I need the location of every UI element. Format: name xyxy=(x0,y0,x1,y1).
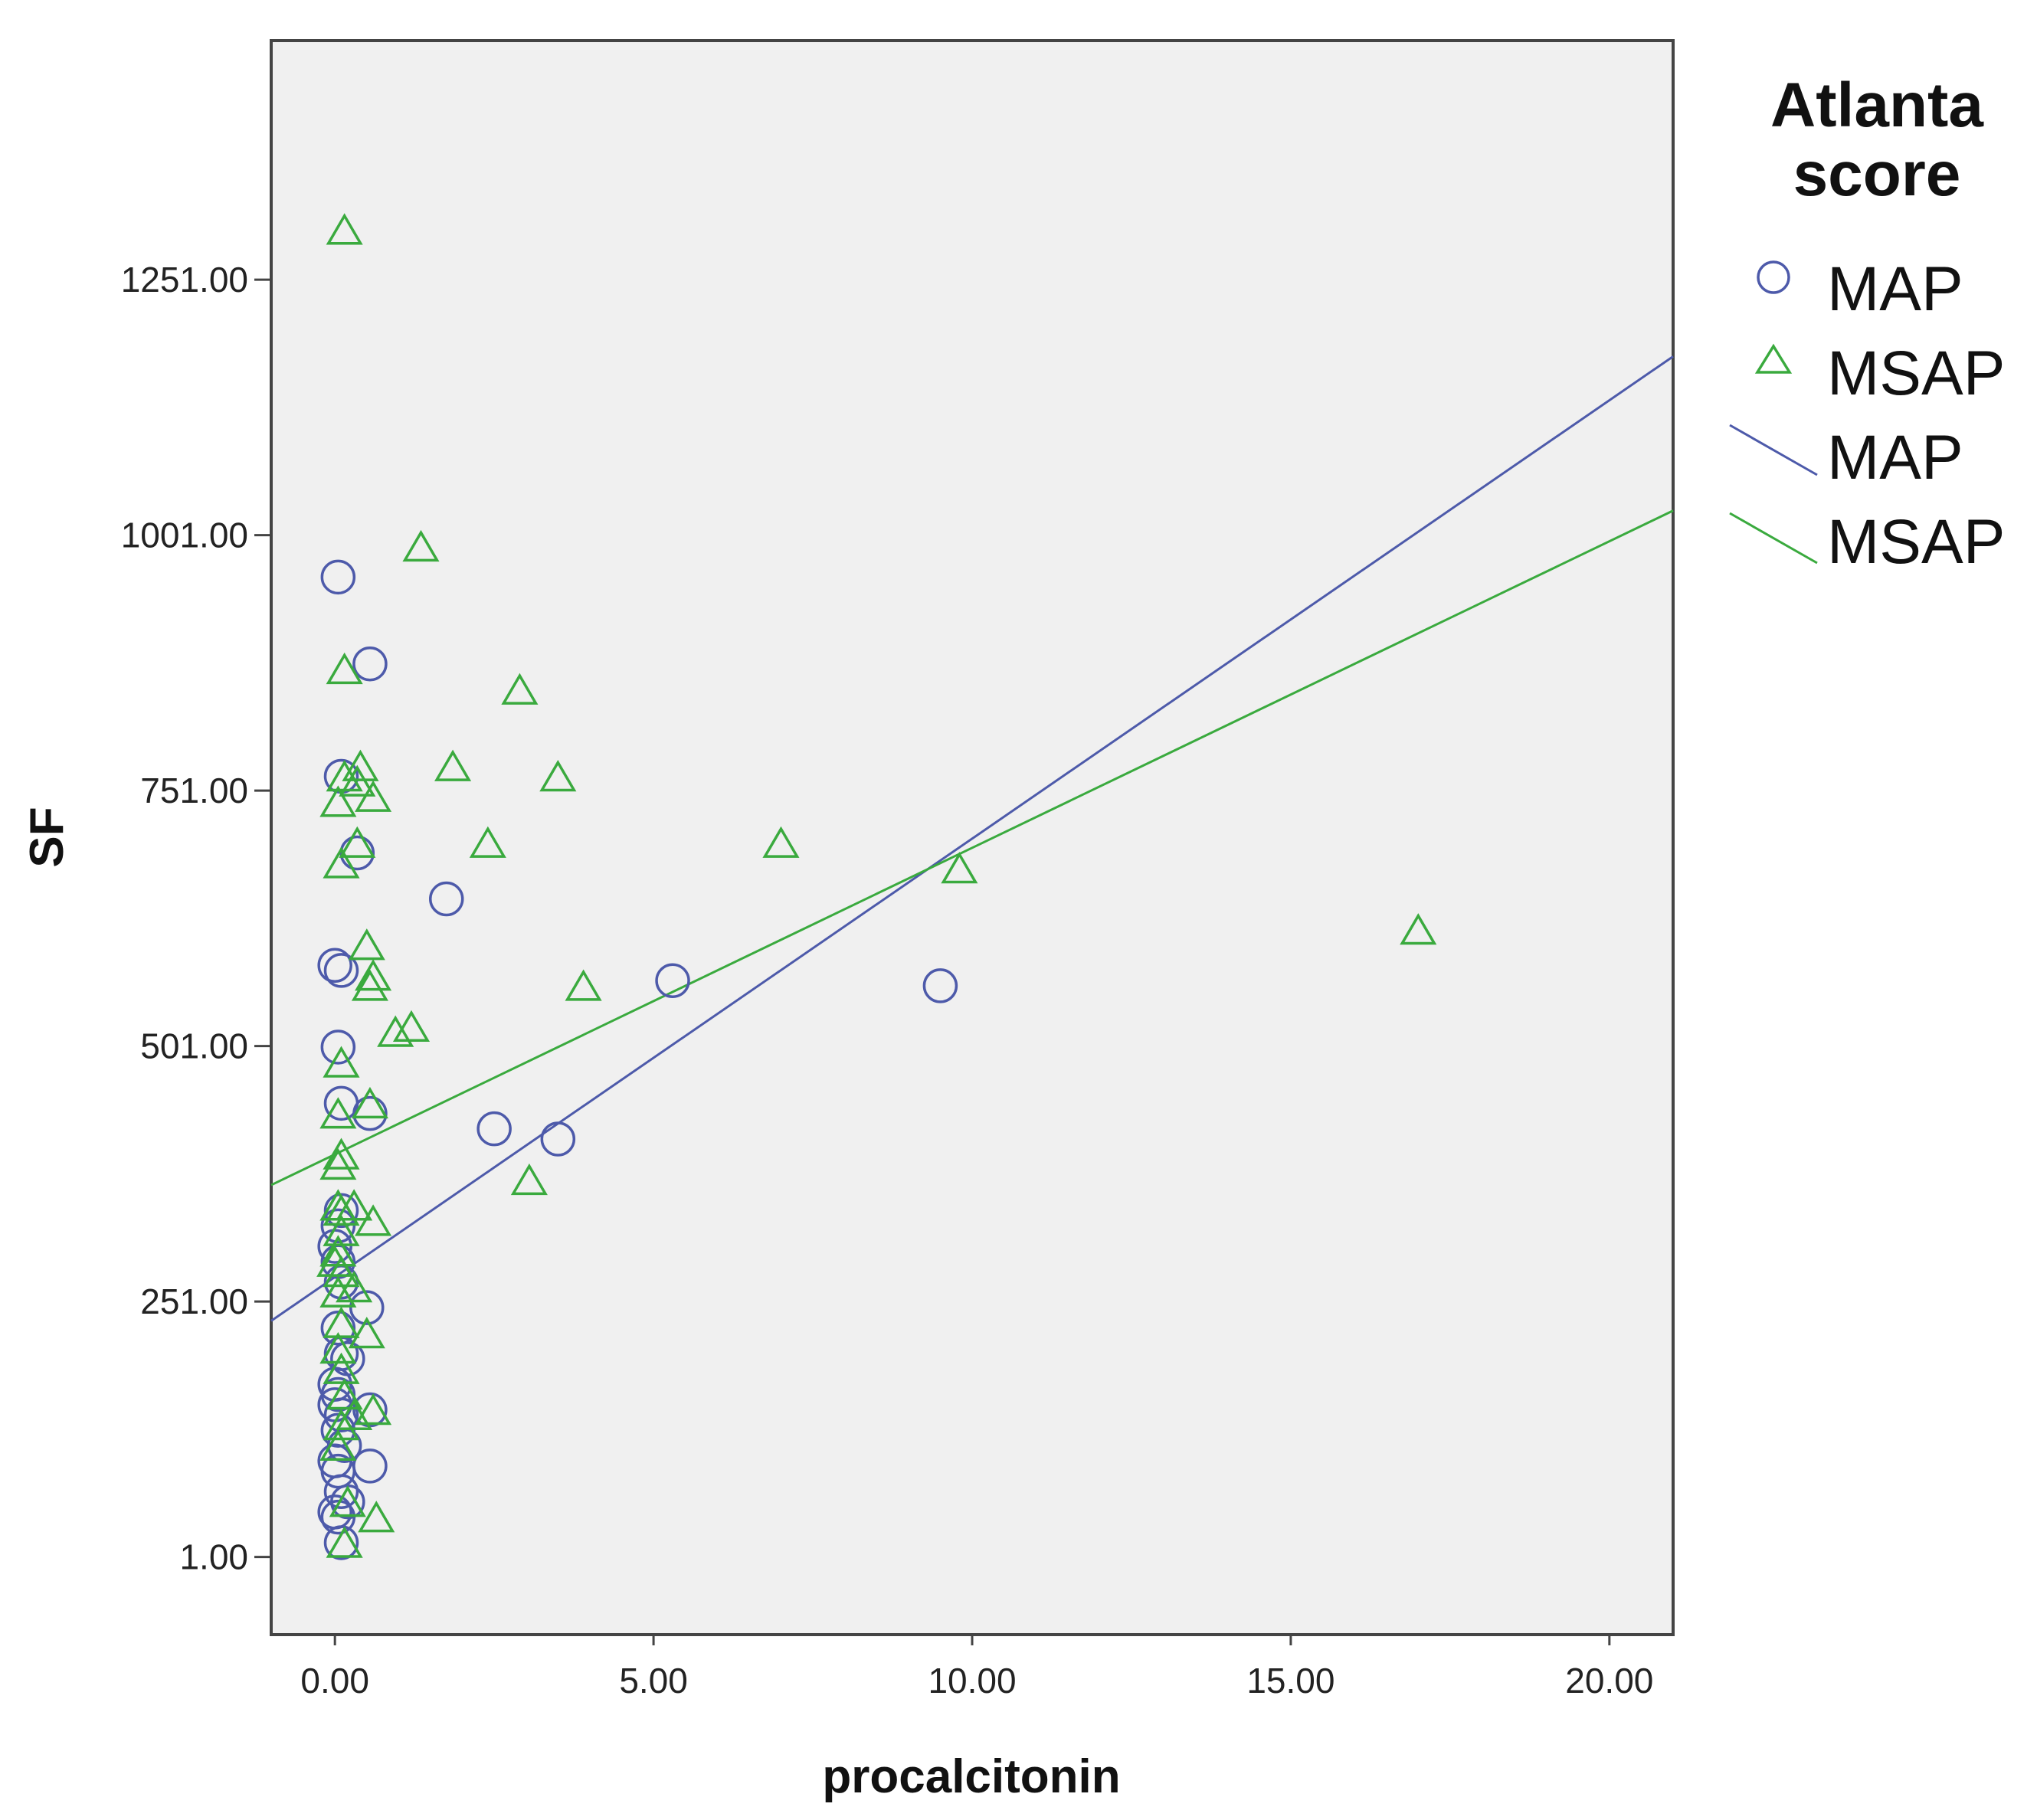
point-msap xyxy=(319,1097,357,1129)
point-msap xyxy=(339,764,376,797)
point-msap xyxy=(539,759,577,792)
point-msap xyxy=(336,1189,373,1221)
point-map xyxy=(320,559,356,595)
fit-line-msap xyxy=(270,509,1674,1187)
y-tick-label: 501.00 xyxy=(140,1026,248,1066)
point-msap xyxy=(355,780,392,812)
x-tick-label: 15.00 xyxy=(1246,1661,1335,1701)
x-axis: 0.00 5.00 10.00 15.00 20.00 xyxy=(300,1635,1653,1701)
point-msap xyxy=(323,1193,360,1226)
point-msap xyxy=(565,969,602,1001)
point-msap xyxy=(358,1501,395,1533)
legend-msap-line-swatch xyxy=(1729,512,1818,565)
legend-label-msap-marker: MSAP xyxy=(1827,339,2005,408)
point-msap xyxy=(348,1317,385,1349)
point-msap xyxy=(377,1015,414,1047)
point-msap xyxy=(339,826,376,858)
point-msap xyxy=(351,1086,388,1119)
legend-map-circle-marker xyxy=(1757,260,1790,294)
legend: Atlanta score MAP MSAP MAP MSAP xyxy=(1729,70,2005,577)
point-map xyxy=(349,1290,385,1325)
point-map xyxy=(352,1095,388,1131)
legend-label-map-line: MAP xyxy=(1827,423,1963,493)
point-msap xyxy=(469,826,506,858)
data-points xyxy=(316,213,1437,1560)
point-msap xyxy=(323,1352,360,1384)
y-tick-label: 1.00 xyxy=(179,1537,248,1577)
point-msap xyxy=(351,969,388,1001)
point-msap xyxy=(510,1163,548,1196)
point-map xyxy=(429,881,464,917)
x-tick-label: 0.00 xyxy=(300,1661,369,1701)
point-msap xyxy=(941,852,978,884)
x-tick-label: 5.00 xyxy=(619,1661,688,1701)
point-map xyxy=(922,968,958,1003)
point-map xyxy=(352,646,388,682)
fit-lines xyxy=(270,355,1674,1322)
x-tick-label: 20.00 xyxy=(1565,1661,1653,1701)
point-map xyxy=(323,953,359,988)
point-map xyxy=(323,1525,359,1560)
y-tick-label: 1001.00 xyxy=(121,516,248,555)
point-map xyxy=(320,1208,356,1244)
point-map xyxy=(352,1448,388,1484)
point-msap xyxy=(355,1393,392,1426)
legend-msap-triangle-marker xyxy=(1754,343,1793,374)
legend-label-msap-line: MSAP xyxy=(1827,507,2005,577)
point-msap xyxy=(319,1429,357,1461)
point-msap xyxy=(326,1378,363,1410)
point-msap xyxy=(501,673,539,705)
y-tick-label: 251.00 xyxy=(140,1282,248,1321)
legend-label-map-marker: MAP xyxy=(1827,254,1963,324)
point-msap xyxy=(434,749,472,781)
x-tick-label: 10.00 xyxy=(928,1661,1016,1701)
fit-line-map xyxy=(270,355,1674,1322)
point-map xyxy=(339,835,375,871)
point-msap xyxy=(1400,913,1437,945)
y-tick-label: 751.00 xyxy=(140,771,248,810)
legend-title-line-1: Atlanta xyxy=(1770,70,1984,140)
point-msap xyxy=(323,1138,360,1170)
point-msap xyxy=(326,1526,363,1558)
y-tick-label: 1251.00 xyxy=(121,260,248,300)
legend-map-line-swatch xyxy=(1729,424,1818,476)
point-msap xyxy=(319,785,357,817)
point-msap xyxy=(323,1306,360,1338)
x-axis-title: procalcitonin xyxy=(822,1750,1120,1803)
point-msap xyxy=(323,1046,360,1078)
y-axis-title: SF xyxy=(21,807,74,867)
point-map xyxy=(540,1121,576,1157)
point-msap xyxy=(348,928,385,961)
point-msap xyxy=(402,529,440,562)
point-msap xyxy=(342,749,379,781)
point-msap xyxy=(762,826,800,858)
point-map xyxy=(320,1029,356,1065)
point-msap xyxy=(392,1010,431,1043)
point-msap xyxy=(319,1275,357,1308)
point-msap xyxy=(323,846,360,879)
point-msap xyxy=(336,1398,373,1430)
y-axis: 1.00 251.00 501.00 751.00 1001.00 1251.00 xyxy=(121,260,271,1577)
point-msap xyxy=(329,1485,366,1517)
point-map xyxy=(655,963,690,999)
point-msap xyxy=(336,1270,373,1303)
point-map xyxy=(323,1474,359,1509)
point-msap xyxy=(326,213,363,245)
legend-title-line-2: score xyxy=(1793,139,1961,209)
point-map xyxy=(477,1111,512,1147)
point-msap xyxy=(355,1204,392,1236)
point-msap xyxy=(319,1147,357,1180)
point-msap xyxy=(355,959,392,991)
point-map xyxy=(317,948,352,983)
point-msap xyxy=(326,652,363,685)
